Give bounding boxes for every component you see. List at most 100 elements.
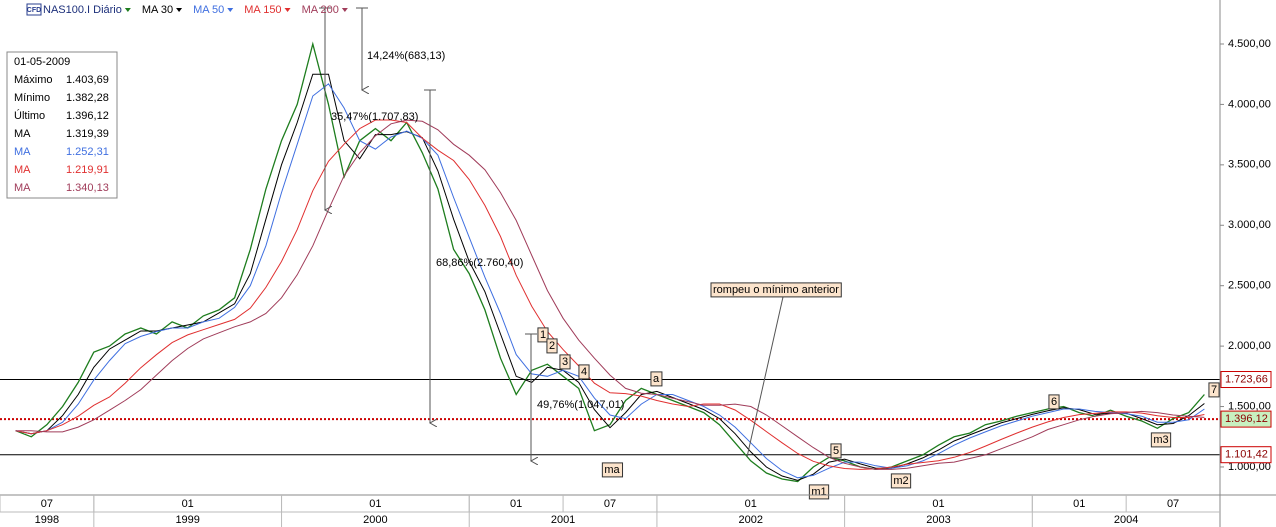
x-tick-label: 01 [932,498,944,510]
marker-label: 7 [1211,384,1217,396]
x-tick-label: 01 [369,498,381,510]
legend-dropdown [341,8,348,12]
y-tick-label: 3.500,00 [1228,159,1271,171]
marker-label: 2 [549,340,555,352]
info-value: 1.382,28 [66,92,109,104]
y-tick-label: 2.500,00 [1228,280,1271,292]
marker-label: 3 [562,356,568,368]
x-tick-label: 07 [1167,498,1179,510]
info-label: MA [14,182,31,194]
price-line [15,41,1205,483]
x-tick-label: 07 [41,498,53,510]
annotation: 14,24%(683,13) [367,50,445,62]
x-tick-label: 01 [1073,498,1085,510]
y-tick-label: 4.000,00 [1228,98,1271,110]
marker-label: 4 [581,366,587,378]
legend-dropdown [124,8,131,12]
legend-item[interactable]: MA 200 [302,4,339,16]
level-label-box [1220,446,1272,464]
info-box-frame [6,51,118,199]
x-tick-label: 07 [604,498,616,510]
legend-dropdown [176,8,183,12]
y-tick-label: 3.000,00 [1228,219,1271,231]
y-tick-label: 1.500,00 [1228,400,1271,412]
arrows [319,7,784,461]
info-value: 1.252,31 [66,146,109,158]
legend-item[interactable]: NAS100.I Diário [43,4,122,16]
info-title: 01-05-2009 [14,56,70,68]
marker-label: a [653,373,660,385]
info-label: MA [14,146,31,158]
label-box [546,338,558,354]
annotation: 68,86%(2.760,40) [436,257,523,269]
year-tick-label: 1998 [35,514,59,526]
y-tick-label: 2.000,00 [1228,340,1271,352]
marker-label: 5 [833,445,839,457]
info-value: 1.340,13 [66,182,109,194]
marker-label: m2 [893,475,908,487]
annotation: 35,47%(1.707,83) [331,111,418,123]
annotations: 14,24%(683,13) 35,47%(1.707,83) 68,86%(2… [331,50,1220,500]
legend-dropdown [284,8,291,12]
info-label: MA [14,164,31,176]
symbol-badge: CFD [27,7,41,14]
level-label: 1.101,42 [1225,449,1268,461]
label-box [1048,394,1060,410]
info-label: Máximo [14,74,53,86]
legend-item[interactable]: MA 50 [193,4,224,16]
callout-text: rompeu o mínimo anterior [713,284,839,296]
label-box [890,473,912,489]
info-value: 1.396,12 [66,110,109,122]
info-label: MA [14,128,31,140]
legend-dropdown [227,8,234,12]
year-tick-label: 2003 [926,514,950,526]
label-box [1208,382,1220,398]
ma-line [15,73,1205,481]
annotation: 49,76%(1.047,01) [537,399,624,411]
label-box [537,327,549,343]
plot-area [15,41,1205,483]
marker-label: ma [604,464,620,476]
info-value: 1.403,69 [66,74,109,86]
x-tick-label: 01 [745,498,757,510]
label-box [1150,432,1172,448]
label-box [578,364,590,380]
y-tick-label: 1.000,00 [1228,461,1271,473]
level-label: 1.723,66 [1225,373,1268,385]
label-box [830,443,842,459]
ma-line [15,119,1205,470]
year-tick-label: 2000 [363,514,387,526]
legend-item[interactable]: MA 150 [244,4,281,16]
y-tick-label: 4.500,00 [1228,38,1271,50]
level-label-box [1220,371,1272,389]
ma-line [15,119,1205,470]
x-tick-label: 01 [182,498,194,510]
label-box [650,371,663,387]
marker-label: 1 [540,329,546,341]
badge-frame [26,3,42,16]
year-tick-label: 2002 [739,514,763,526]
info-box: 01-05-2009 Máximo 1.403,69 Mínimo 1.382,28 Ú… [6,51,118,199]
info-label: Mínimo [14,92,50,104]
year-tick-label: 2001 [551,514,575,526]
label-box [559,354,571,370]
marker-label: m1 [811,486,826,498]
year-tick-label: 2004 [1114,514,1138,526]
level-label-box [1220,410,1272,428]
ma-line [15,83,1205,479]
marker-label: 6 [1051,396,1057,408]
x-tick-label: 01 [510,498,522,510]
legend: CFD NAS100.I Diário MA 30 MA 50 MA 150 MA 20… [26,3,348,16]
label-box [710,282,842,298]
year-tick-label: 1999 [175,514,199,526]
level-label: 1.396,12 [1225,413,1268,425]
info-label: Último [14,109,45,122]
label-box [601,462,624,478]
callout-line [746,296,784,458]
info-value: 1.319,39 [66,128,109,140]
info-value: 1.219,91 [66,164,109,176]
legend-item[interactable]: MA 30 [142,4,173,16]
